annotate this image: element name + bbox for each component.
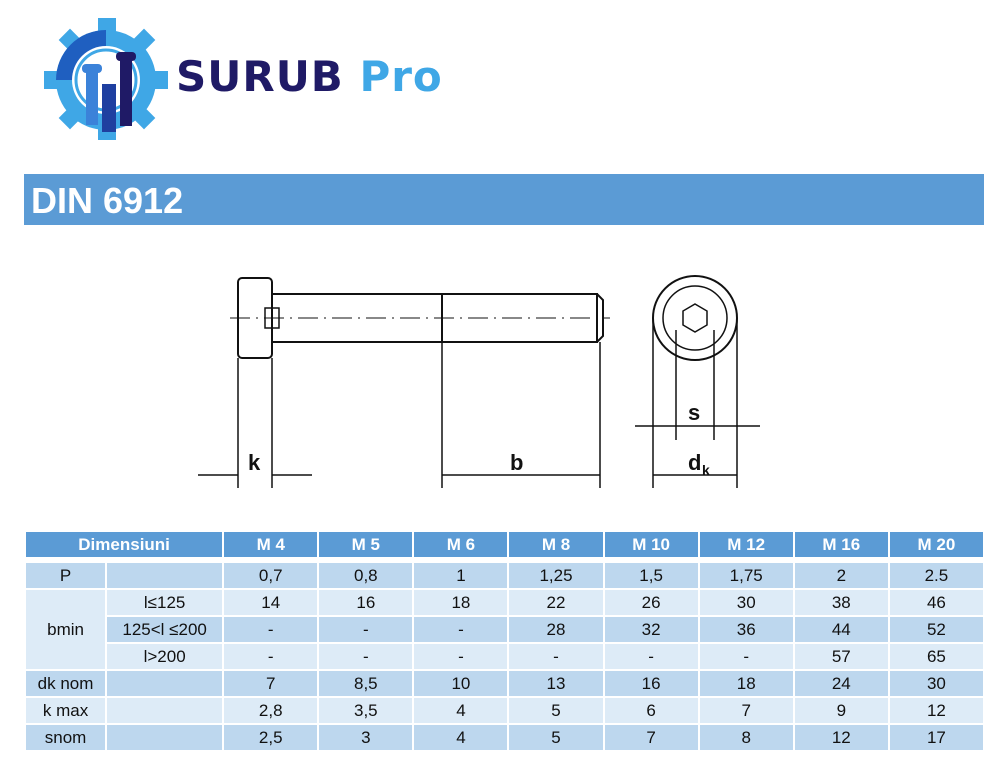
table-cell: 2.5 — [887, 561, 986, 590]
table-row: bmin l≤125 14 16 18 22 26 30 38 46 — [23, 588, 986, 671]
table-cell: 44 — [792, 615, 890, 644]
table-cell: 0,8 — [317, 561, 415, 590]
table-cell: 3,5 — [317, 696, 415, 725]
table-row: k max 2,8 3,5 4 5 6 7 9 12 — [23, 696, 986, 725]
row-sublabel — [105, 561, 225, 590]
table-cell: 52 — [887, 615, 986, 644]
table-cell: 5 — [507, 696, 605, 725]
table-cell: - — [317, 615, 415, 644]
table-cell: - — [222, 615, 320, 644]
table-cell: 9 — [792, 696, 890, 725]
table-cell: 30 — [697, 588, 795, 617]
table-cell: 28 — [507, 615, 605, 644]
label-b: b — [510, 450, 523, 475]
table-cell: 22 — [507, 588, 605, 617]
table-cell: 16 — [317, 588, 415, 617]
table-cell: 12 — [792, 723, 890, 752]
row-label: P — [23, 561, 108, 590]
header-size: M 10 — [602, 530, 700, 559]
table-cell: - — [412, 642, 510, 671]
table-cell: 2,8 — [222, 696, 320, 725]
header-dimensiuni: Dimensiuni — [23, 530, 225, 559]
table-cell: 7 — [697, 696, 795, 725]
row-label: dk nom — [23, 669, 108, 698]
table-row: P 0,7 0,8 1 1,25 1,5 1,75 2 2.5 — [23, 561, 986, 590]
table-cell: 4 — [412, 696, 510, 725]
header-size: M 12 — [697, 530, 795, 559]
table-cell: 17 — [887, 723, 986, 752]
table-cell: 6 — [602, 696, 700, 725]
table-cell: 7 — [222, 669, 320, 698]
label-k: k — [248, 450, 261, 475]
header-size: M 20 — [887, 530, 986, 559]
table-cell: 26 — [602, 588, 700, 617]
table-cell: 18 — [697, 669, 795, 698]
table-cell: 0,7 — [222, 561, 320, 590]
bolt-technical-drawing: k b s d k — [198, 275, 760, 488]
table-row: 125<l ≤200- - -28 32 36 44 52 — [25, 615, 986, 644]
brand-name-surub: SURUB — [176, 52, 344, 101]
table-cell: 8 — [697, 723, 795, 752]
logo-gear-screws-icon — [44, 18, 168, 140]
label-dk-sub: k — [702, 462, 710, 478]
table-cell: 2 — [792, 561, 890, 590]
table-cell: 65 — [887, 642, 986, 671]
label-dk: d — [688, 450, 701, 475]
table-cell: 38 — [792, 588, 890, 617]
row-sublabel: l>200 — [105, 642, 225, 671]
header-size: M 8 — [507, 530, 605, 559]
table-row: l>200- - - - - -57 65 — [25, 642, 986, 671]
table-cell: 4 — [412, 723, 510, 752]
header-size: M 16 — [792, 530, 890, 559]
header-size: M 5 — [317, 530, 415, 559]
table-cell: 1 — [412, 561, 510, 590]
row-label: k max — [23, 696, 108, 725]
header-size: M 4 — [222, 530, 320, 559]
table-row: snom 2,5 3 4 5 7 8 12 17 — [23, 723, 986, 752]
label-s: s — [688, 400, 700, 425]
table-cell: 13 — [507, 669, 605, 698]
table-cell: 1,75 — [697, 561, 795, 590]
table-cell: 30 — [887, 669, 986, 698]
table-cell: - — [317, 642, 415, 671]
table-cell: - — [222, 642, 320, 671]
table-cell: 3 — [317, 723, 415, 752]
table-cell: 24 — [792, 669, 890, 698]
page-title: DIN 6912 — [24, 174, 984, 225]
table-cell: 12 — [887, 696, 986, 725]
brand-name: SURUB Pro — [176, 52, 443, 101]
table-row: dk nom 7 8,5 10 13 16 18 24 30 — [23, 669, 986, 698]
table-cell: 18 — [412, 588, 510, 617]
row-sublabel — [105, 696, 225, 725]
table-cell: 32 — [602, 615, 700, 644]
row-sublabel — [105, 669, 225, 698]
table-cell: 7 — [602, 723, 700, 752]
row-sublabel — [105, 723, 225, 752]
table-cell: 1,5 — [602, 561, 700, 590]
table-cell: 36 — [697, 615, 795, 644]
table-cell: 46 — [887, 588, 986, 617]
table-cell: 10 — [412, 669, 510, 698]
table-cell: - — [602, 642, 700, 671]
table-cell: 5 — [507, 723, 605, 752]
row-label: snom — [23, 723, 108, 752]
table-cell: 14 — [222, 588, 320, 617]
row-sublabel: l≤125 — [105, 588, 225, 617]
table-cell: - — [697, 642, 795, 671]
table-cell: 2,5 — [222, 723, 320, 752]
row-sublabel: 125<l ≤200 — [105, 615, 225, 644]
table-cell: 1,25 — [507, 561, 605, 590]
table-cell: - — [412, 615, 510, 644]
header-size: M 6 — [412, 530, 510, 559]
table-cell: - — [507, 642, 605, 671]
table-cell: 8,5 — [317, 669, 415, 698]
table-cell: 57 — [792, 642, 890, 671]
table-cell: 16 — [602, 669, 700, 698]
brand-name-pro: Pro — [359, 52, 443, 101]
row-label: bmin — [23, 588, 108, 671]
